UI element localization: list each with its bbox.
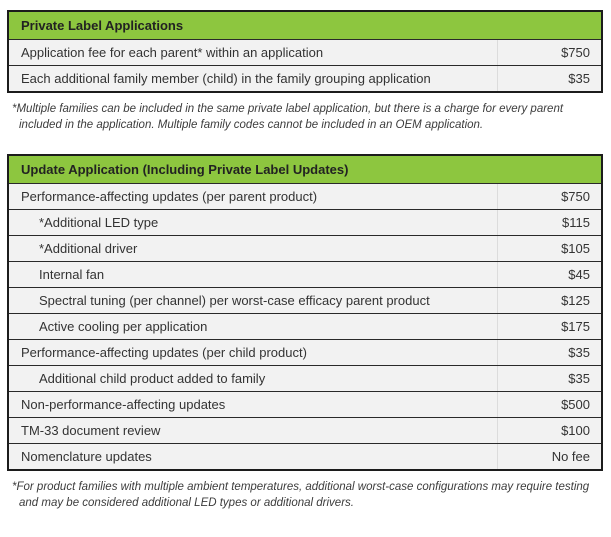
footnote-update-application: *For product families with multiple ambi… — [12, 481, 590, 509]
row-fee: No fee — [497, 444, 601, 470]
row-label: *Additional driver — [39, 241, 138, 257]
table-row: Active cooling per application $175 — [9, 313, 601, 340]
table-header-private-label-applications: Private Label Applications — [9, 12, 601, 39]
table-row: Performance-affecting updates (per child… — [9, 339, 601, 366]
update-application-table: Update Application (Including Private La… — [7, 154, 603, 472]
table-row: Each additional family member (child) in… — [9, 65, 601, 91]
row-fee: $35 — [497, 66, 601, 91]
table-row: *Additional driver $105 — [9, 235, 601, 262]
row-label: Performance-affecting updates (per child… — [21, 345, 307, 361]
row-fee: $175 — [497, 314, 601, 340]
row-label: Additional child product added to family — [39, 371, 266, 387]
table-header-update-application: Update Application (Including Private La… — [9, 156, 601, 184]
section-spacer — [7, 133, 603, 154]
row-label: Non-performance-affecting updates — [21, 397, 226, 413]
row-fee: $100 — [497, 418, 601, 444]
row-fee: $500 — [497, 392, 601, 418]
table-row: *Additional LED type $115 — [9, 209, 601, 236]
row-fee: $105 — [497, 236, 601, 262]
row-label: Spectral tuning (per channel) per worst-… — [39, 293, 430, 309]
row-label: TM-33 document review — [21, 423, 161, 439]
table-row: Spectral tuning (per channel) per worst-… — [9, 287, 601, 314]
row-label: Internal fan — [39, 267, 105, 283]
row-label: Nomenclature updates — [21, 449, 152, 465]
footnote-private-label: *Multiple families can be included in th… — [12, 103, 564, 131]
row-label: *Additional LED type — [39, 215, 159, 231]
table-row: TM-33 document review $100 — [9, 417, 601, 444]
row-label: Active cooling per application — [39, 319, 208, 335]
row-fee: $750 — [497, 40, 601, 65]
table-row: Non-performance-affecting updates $500 — [9, 391, 601, 418]
row-label: Each additional family member (child) in… — [21, 71, 431, 86]
row-fee: $115 — [497, 210, 601, 236]
table-row: Application fee for each parent* within … — [9, 39, 601, 65]
row-fee: $35 — [497, 366, 601, 392]
table-row: Additional child product added to family… — [9, 365, 601, 392]
table-row: Nomenclature updates No fee — [9, 443, 601, 470]
row-fee: $750 — [497, 184, 601, 210]
private-label-applications-table: Private Label Applications Application f… — [7, 10, 603, 93]
table-body: Performance-affecting updates (per paren… — [9, 183, 601, 470]
row-fee: $125 — [497, 288, 601, 314]
row-label: Performance-affecting updates (per paren… — [21, 189, 318, 205]
row-fee: $45 — [497, 262, 601, 288]
table-body: Application fee for each parent* within … — [9, 39, 601, 91]
row-label: Application fee for each parent* within … — [21, 45, 324, 60]
table-row: Internal fan $45 — [9, 261, 601, 288]
row-fee: $35 — [497, 340, 601, 366]
table-row: Performance-affecting updates (per paren… — [9, 183, 601, 210]
